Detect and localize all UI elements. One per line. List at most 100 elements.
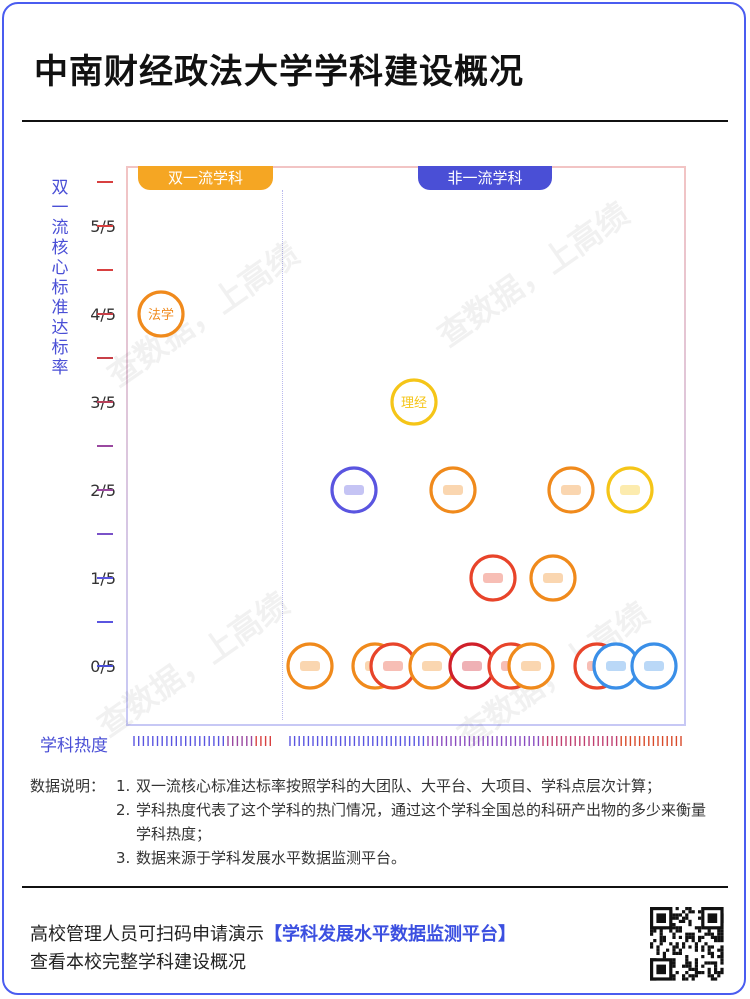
qr-module <box>710 932 714 936</box>
qr-module <box>685 939 689 943</box>
qr-module <box>675 926 679 930</box>
qr-module <box>685 935 689 939</box>
notes-lead: 数据说明： <box>30 777 106 795</box>
qr-module <box>672 932 676 936</box>
qr-module <box>685 916 689 920</box>
qr-module <box>698 971 702 975</box>
qr-code-icon[interactable] <box>648 905 724 981</box>
qr-module <box>710 951 714 955</box>
qr-module <box>707 929 711 933</box>
note-row: 3. 数据来源于学科发展水平数据监测平台。 <box>30 846 716 870</box>
qr-module <box>675 971 679 975</box>
qr-module <box>685 964 689 968</box>
qr-module <box>685 977 689 981</box>
qr-module <box>688 923 692 927</box>
qr-module <box>678 913 682 917</box>
qr-module <box>685 907 689 911</box>
qr-module <box>691 967 695 971</box>
qr-module <box>685 971 689 975</box>
qr-module <box>688 907 692 911</box>
qr-module <box>685 955 689 959</box>
qr-module <box>672 923 676 927</box>
qr-module <box>678 919 682 923</box>
qr-module <box>720 971 724 975</box>
qr-module <box>717 974 721 978</box>
data-notes: 数据说明： 1. 双一流核心标准达标率按照学科的大团队、大平台、大项目、学科点层… <box>30 774 716 870</box>
qr-module <box>707 961 711 965</box>
qr-module <box>720 951 724 955</box>
qr-module <box>678 929 682 933</box>
footer-divider <box>22 886 728 888</box>
qr-module <box>714 967 718 971</box>
qr-module <box>688 964 692 968</box>
qr-module <box>707 945 711 949</box>
plot-area <box>126 166 686 726</box>
qr-module <box>672 961 676 965</box>
qr-module <box>672 935 676 939</box>
qr-module <box>710 974 714 978</box>
footer-prefix: 高校管理人员可扫码申请演示 <box>30 924 264 945</box>
qr-module <box>694 964 698 968</box>
qr-module <box>707 967 711 971</box>
qr-module <box>698 935 702 939</box>
platform-link[interactable]: 【学科发展水平数据监测平台】 <box>264 924 516 945</box>
qr-module <box>717 939 721 943</box>
qr-module <box>688 974 692 978</box>
qr-module <box>653 929 657 933</box>
note-row: 2. 学科热度代表了这个学科的热门情况，通过这个学科全国总的科研产出物的多少来衡… <box>30 798 716 846</box>
qr-module <box>710 961 714 965</box>
qr-module <box>691 910 695 914</box>
qr-module <box>678 948 682 952</box>
qr-module <box>694 926 698 930</box>
qr-module <box>710 955 714 959</box>
qr-module <box>650 945 654 949</box>
footer-line-1: 高校管理人员可扫码申请演示【学科发展水平数据监测平台】 <box>30 920 516 946</box>
qr-module <box>656 948 660 952</box>
qr-module <box>672 964 676 968</box>
qr-module <box>704 932 708 936</box>
qr-module <box>707 913 718 923</box>
qr-module <box>720 948 724 952</box>
qr-module <box>675 942 679 946</box>
qr-module <box>694 948 698 952</box>
qr-module <box>682 916 686 920</box>
qr-module <box>653 939 657 943</box>
qr-module <box>720 929 724 933</box>
qr-module <box>662 935 666 939</box>
qr-module <box>688 932 692 936</box>
qr-module <box>675 951 679 955</box>
note-text: 数据来源于学科发展水平数据监测平台。 <box>136 849 407 867</box>
qr-module <box>656 951 660 955</box>
qr-module <box>662 939 666 943</box>
qr-module <box>717 955 721 959</box>
qr-module <box>678 935 682 939</box>
qr-module <box>682 919 686 923</box>
qr-module <box>701 971 705 975</box>
qr-module <box>656 913 666 923</box>
qr-module <box>698 916 702 920</box>
qr-module <box>672 948 676 952</box>
qr-module <box>714 961 718 965</box>
qr-module <box>701 955 705 959</box>
qr-module <box>688 961 692 965</box>
qr-module <box>701 948 705 952</box>
qr-module <box>650 942 654 946</box>
note-text: 双一流核心标准达标率按照学科的大团队、大平台、大项目、学科点层次计算； <box>136 777 662 795</box>
qr-module <box>678 951 682 955</box>
qr-module <box>694 971 698 975</box>
qr-module <box>672 951 676 955</box>
qr-module <box>714 964 718 968</box>
qr-module <box>672 926 676 930</box>
qr-module <box>659 932 663 936</box>
qr-module <box>710 945 714 949</box>
qr-module <box>701 964 705 968</box>
qr-module <box>669 942 673 946</box>
qr-module <box>688 935 692 939</box>
qr-module <box>688 945 692 949</box>
note-number: 2. <box>116 801 131 819</box>
qr-module <box>691 939 695 943</box>
qr-module <box>691 977 695 981</box>
qr-module <box>656 964 666 975</box>
qr-module <box>662 955 666 959</box>
